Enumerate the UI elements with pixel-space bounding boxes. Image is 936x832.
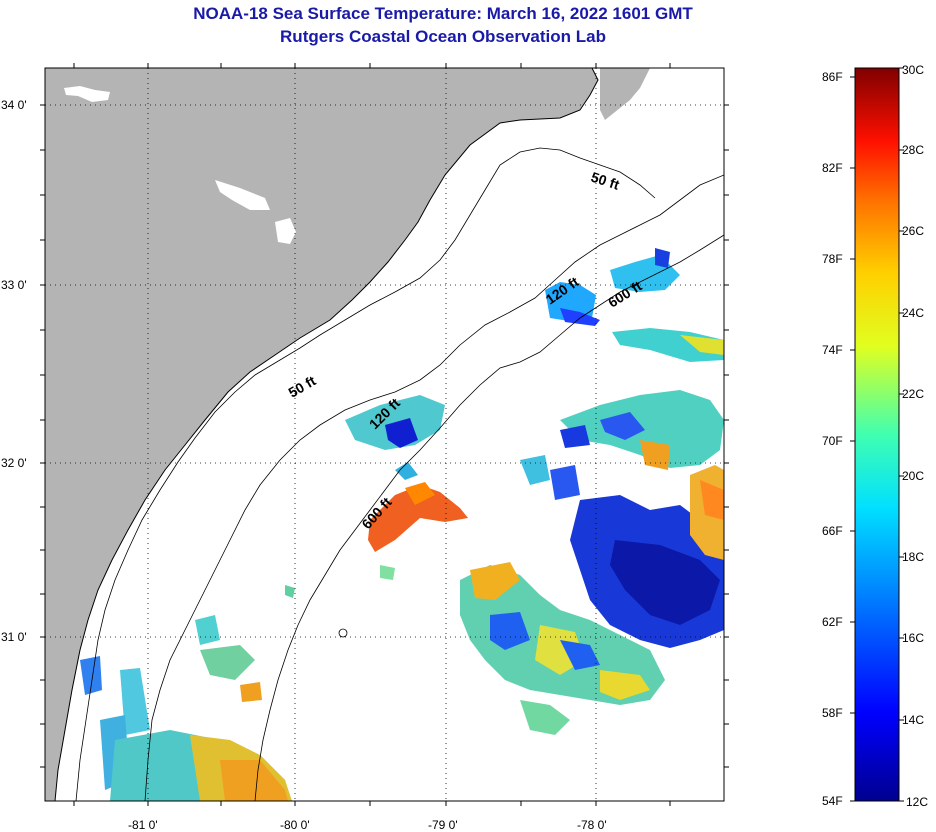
colorbar-label-c: 28C (902, 143, 924, 157)
colorbar-label-c: 16C (902, 631, 924, 645)
axis-ticks (40, 63, 729, 806)
colorbar-ticks (850, 67, 904, 802)
colorbar-label-f: 70F (822, 434, 843, 448)
lat-label: 33 0' (1, 278, 27, 292)
colorbar-label-f: 82F (822, 161, 843, 175)
lon-label: -78 0' (577, 818, 607, 832)
land-spur (600, 68, 650, 120)
sst-data-layer (80, 248, 724, 801)
colorbar-label-c: 24C (902, 306, 924, 320)
land-mass (45, 68, 598, 801)
colorbar-label-c: 14C (902, 713, 924, 727)
colorbar-label-c: 12C (906, 795, 928, 809)
lat-label: 34 0' (1, 98, 27, 112)
isobath-600ft (254, 234, 724, 801)
inland-water (215, 180, 270, 210)
colorbar-label-c: 26C (902, 224, 924, 238)
colorbar-label-f: 78F (822, 252, 843, 266)
colorbar-label-c: 20C (902, 469, 924, 483)
seamount-contour (338, 628, 348, 638)
inland-water (275, 218, 296, 244)
colorbar-label-f: 58F (822, 706, 843, 720)
isobath-120ft (144, 174, 724, 801)
coastline (54, 68, 599, 801)
colorbar-label-c: 22C (902, 387, 924, 401)
map-subtitle: Rutgers Coastal Ocean Observation Lab (280, 27, 606, 46)
colorbar-label-f: 66F (822, 524, 843, 538)
colorbar-label-c: 18C (902, 550, 924, 564)
map-title: NOAA-18 Sea Surface Temperature: March 1… (193, 4, 693, 23)
map-frame (44, 67, 725, 802)
lon-label: -80 0' (280, 818, 310, 832)
colorbar-label-f: 62F (822, 615, 843, 629)
graticule (45, 68, 724, 801)
lon-label: -81 0' (128, 818, 158, 832)
colorbar-label-c: 30C (902, 63, 924, 77)
lat-label: 32 0' (1, 456, 27, 470)
lat-label: 31 0' (1, 630, 27, 644)
isobath-50ft (75, 147, 656, 801)
lon-label: -79 0' (428, 818, 458, 832)
colorbar-label-f: 54F (822, 794, 843, 808)
inland-water (64, 86, 110, 102)
colorbar-label-f: 86F (822, 70, 843, 84)
colorbar (854, 67, 900, 802)
colorbar-label-f: 74F (822, 343, 843, 357)
